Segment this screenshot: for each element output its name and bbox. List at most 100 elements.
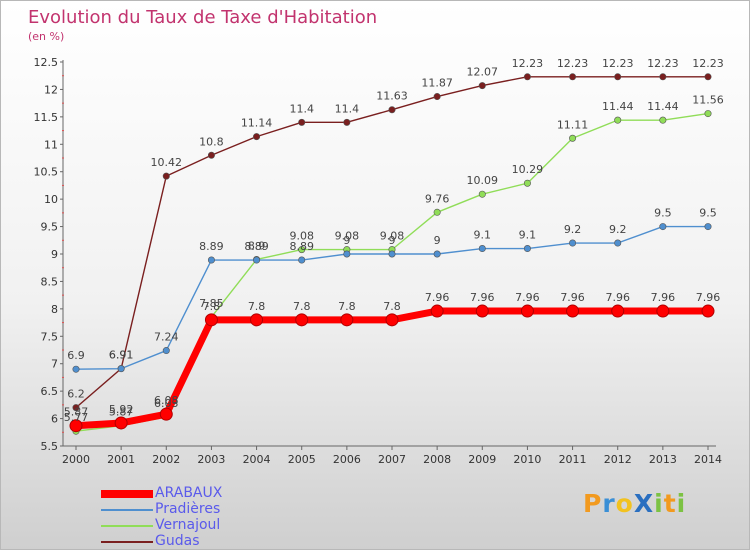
y-tick-label: 8 xyxy=(51,303,58,316)
data-label: 7.96 xyxy=(515,291,540,304)
data-label: 9 xyxy=(389,234,396,247)
data-point xyxy=(117,365,125,373)
data-label: 9 xyxy=(434,234,441,247)
data-point xyxy=(704,73,712,81)
data-label: 8.89 xyxy=(244,240,269,253)
y-tick-label: 6 xyxy=(51,413,58,426)
data-label: 11.44 xyxy=(602,100,634,113)
x-tick-label: 2001 xyxy=(107,453,135,466)
data-label: 5.77 xyxy=(64,411,89,424)
data-point xyxy=(614,116,622,124)
data-point xyxy=(475,304,489,318)
x-tick-label: 2008 xyxy=(423,453,451,466)
data-label: 6.03 xyxy=(154,397,179,410)
data-label: 7.96 xyxy=(560,291,585,304)
data-point xyxy=(298,118,306,126)
data-point xyxy=(520,304,534,318)
data-point xyxy=(478,245,486,253)
y-tick-label: 7.5 xyxy=(41,330,59,343)
data-point xyxy=(566,304,580,318)
data-point xyxy=(253,133,261,141)
data-point xyxy=(659,223,667,231)
y-tick-label: 10.5 xyxy=(34,166,59,179)
data-point xyxy=(204,313,218,327)
data-point xyxy=(614,73,622,81)
data-label: 12.07 xyxy=(467,66,499,79)
data-point xyxy=(656,304,670,318)
data-label: 11.56 xyxy=(692,94,724,107)
data-label: 7.96 xyxy=(470,291,495,304)
data-label: 6.91 xyxy=(109,349,134,362)
data-point xyxy=(388,106,396,114)
data-label: 11.11 xyxy=(557,118,589,131)
data-label: 7.96 xyxy=(425,291,450,304)
legend-label: Gudas xyxy=(155,533,200,549)
data-label: 8.89 xyxy=(289,240,314,253)
x-tick-label: 2000 xyxy=(62,453,90,466)
data-label: 6.2 xyxy=(67,388,85,401)
data-label: 10.09 xyxy=(467,174,499,187)
chart-title: Evolution du Taux de Taxe d'Habitation xyxy=(28,7,378,28)
data-point xyxy=(478,190,486,198)
data-label: 7.8 xyxy=(293,300,311,313)
data-point xyxy=(207,256,215,264)
y-tick-label: 11 xyxy=(44,138,58,151)
legend-label: Pradières xyxy=(155,501,221,517)
data-label: 7.8 xyxy=(338,300,356,313)
logo-letter: P xyxy=(583,489,603,518)
y-tick-label: 7 xyxy=(51,358,58,371)
data-label: 6.9 xyxy=(67,349,85,362)
data-label: 7.96 xyxy=(605,291,630,304)
x-tick-label: 2009 xyxy=(468,453,496,466)
legend-swatch xyxy=(101,509,153,511)
logo-letter: t xyxy=(663,489,677,518)
logo-letter: X xyxy=(633,489,655,518)
data-point xyxy=(433,208,441,216)
data-label: 11.4 xyxy=(335,102,360,115)
data-point xyxy=(72,404,80,412)
data-label: 7.24 xyxy=(154,331,179,344)
data-label: 7.8 xyxy=(203,300,221,313)
y-tick-label: 8.5 xyxy=(41,275,59,288)
data-label: 5.92 xyxy=(109,403,134,416)
data-label: 10.29 xyxy=(512,163,544,176)
data-point xyxy=(523,245,531,253)
data-label: 12.23 xyxy=(602,57,634,70)
data-label: 9.1 xyxy=(519,229,537,242)
y-tick-label: 12 xyxy=(44,83,58,96)
legend-swatch xyxy=(101,541,153,543)
x-tick-label: 2002 xyxy=(152,453,180,466)
data-label: 7.8 xyxy=(383,300,401,313)
data-label: 9.5 xyxy=(699,207,717,220)
logo-letter: o xyxy=(615,489,634,518)
data-point xyxy=(72,365,80,373)
data-label: 9.2 xyxy=(609,223,627,236)
data-point xyxy=(343,118,351,126)
data-point xyxy=(343,250,351,258)
proxiti-logo: ProXiti xyxy=(583,489,686,518)
data-point xyxy=(614,239,622,247)
y-tick-label: 12.5 xyxy=(34,56,59,69)
data-label: 12.23 xyxy=(557,57,589,70)
data-label: 5.87 xyxy=(64,406,89,419)
legend-label: ARABAUX xyxy=(155,485,223,501)
data-point xyxy=(704,223,712,231)
legend-swatch xyxy=(101,490,153,498)
data-label: 12.23 xyxy=(692,57,724,70)
x-tick-label: 2013 xyxy=(649,453,677,466)
data-label: 11.14 xyxy=(241,117,273,130)
data-label: 9 xyxy=(343,234,350,247)
data-point xyxy=(162,347,170,355)
data-label: 7.96 xyxy=(651,291,676,304)
data-point xyxy=(340,313,354,327)
y-tick-label: 11.5 xyxy=(34,111,59,124)
data-label: 5.87 xyxy=(109,406,134,419)
data-point xyxy=(295,313,309,327)
data-point xyxy=(523,179,531,187)
y-tick-label: 6.5 xyxy=(41,385,59,398)
data-label: 9.08 xyxy=(380,230,405,243)
data-label: 6.91 xyxy=(109,349,134,362)
legend-swatch xyxy=(101,525,153,527)
